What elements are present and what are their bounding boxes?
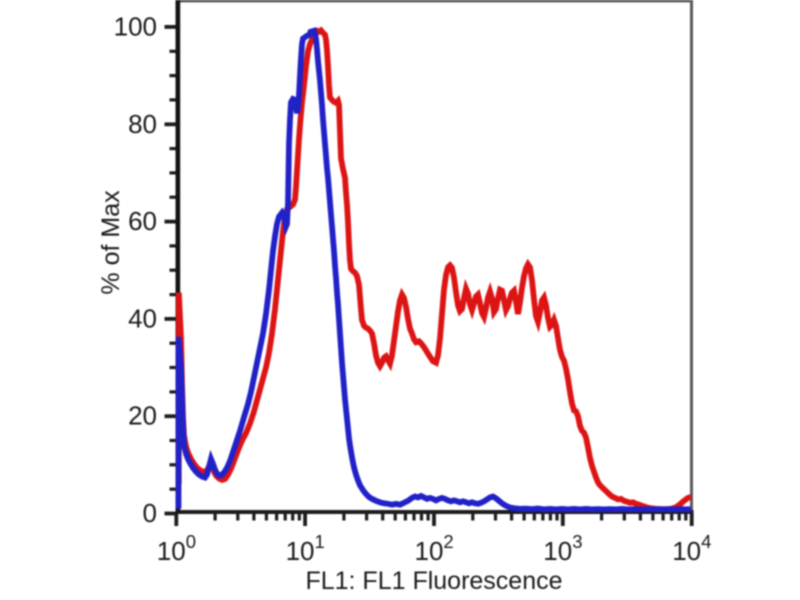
svg-text:40: 40 — [128, 303, 157, 333]
svg-text:0: 0 — [143, 498, 157, 528]
svg-text:20: 20 — [128, 401, 157, 431]
svg-text:60: 60 — [128, 206, 157, 236]
svg-text:80: 80 — [128, 109, 157, 139]
svg-text:100: 100 — [114, 11, 157, 41]
svg-text:% of Max: % of Max — [97, 190, 125, 295]
svg-text:FL1: FL1 Fluorescence: FL1: FL1 Fluorescence — [305, 567, 562, 595]
